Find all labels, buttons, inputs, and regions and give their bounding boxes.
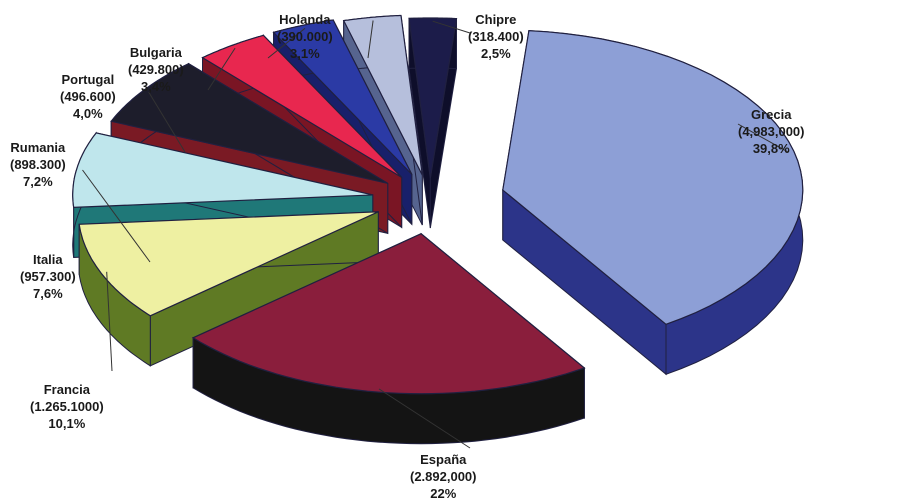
slice-label-bulgaria: Bulgaria (429.800) 3,4% [128,44,184,95]
leader-line-portugal [207,47,236,91]
slice-label-bulgaria-percent: 3,4% [141,79,171,94]
slice-label-francia-name: Francia [43,382,90,397]
slice-label-italia-percent: 7,6% [33,286,63,301]
pie-slice-chipre [408,17,458,229]
slice-label-chipre-percent: 2,5% [481,46,511,61]
slice-label-holanda-percent: 3,1% [290,46,320,61]
slice-label-portugal: Portugal (496.600) 4,0% [60,71,116,122]
pie-slice-top-chipre [408,17,458,179]
slice-label-espana-percent: 22% [430,486,457,501]
slice-label-chipre-name: Chipre [475,12,517,27]
pie-slice-francia [78,211,379,367]
pie-chart: Grecia (4,983,000) 39,8% España (2.892,0… [10,11,805,501]
pie-slice-espana [191,232,586,445]
slice-label-francia: Francia (1.265.1000) 10,1% [30,381,104,432]
slice-label-espana-value: (2.892,000) [410,469,477,484]
slice-label-espana: España (2.892,000) 22% [410,451,477,502]
slice-label-italia-name: Italia [33,252,63,267]
leader-line-holanda [367,20,374,59]
slice-label-espana-name: España [420,452,467,467]
pie-slice-top-bulgaria [272,19,413,175]
slice-label-rumania-name: Rumania [10,140,66,155]
leader-line-italia [82,169,151,263]
slice-label-italia-value: (957.300) [20,269,76,284]
slice-label-portugal-value: (496.600) [60,89,116,104]
slice-label-holanda: Holanda (390.000) 3,1% [277,11,333,62]
slice-label-italia: Italia (957.300) 7,6% [20,251,76,302]
leader-line-bulgaria [267,27,306,59]
leader-line-grecia [737,123,789,153]
slice-label-bulgaria-value: (429.800) [128,62,184,77]
pie-slice-top-holanda [342,14,423,176]
slice-label-rumania-percent: 7,2% [23,174,53,189]
slice-label-chipre: Chipre (318.400) 2,5% [468,11,524,62]
slice-label-grecia-name: Grecia [751,107,792,122]
slice-label-rumania: Rumania (898.300) 7,2% [10,139,66,190]
leader-line-francia [106,271,113,372]
slice-label-portugal-percent: 4,0% [73,106,103,121]
slice-label-francia-percent: 10,1% [48,416,86,431]
pie-slice-top-espana [191,233,586,395]
pie-slice-top-grecia [502,29,804,325]
pie-slice-top-portugal [201,34,403,178]
pie-slice-top-italia [72,132,373,209]
leader-line-chipre [432,20,471,34]
pie-chart-graphic [72,14,804,449]
slice-label-holanda-name: Holanda [279,12,331,27]
slice-label-francia-value: (1.265.1000) [30,399,104,414]
pie-slice-top-francia [78,211,379,317]
pie-slice-top-rumania [110,63,389,184]
pie-slice-grecia [502,29,804,376]
leader-line-espana [378,388,471,449]
slice-label-grecia-value: (4,983,000) [738,124,805,139]
slice-label-grecia: Grecia (4,983,000) 39,8% [738,106,805,157]
slice-label-bulgaria-name: Bulgaria [129,45,182,60]
slice-label-holanda-value: (390.000) [277,29,333,44]
slice-label-grecia-percent: 39,8% [752,141,790,156]
slice-label-portugal-name: Portugal [61,72,115,87]
slice-label-chipre-value: (318.400) [468,29,524,44]
slice-label-rumania-value: (898.300) [10,157,66,172]
leader-line-rumania [148,91,186,153]
